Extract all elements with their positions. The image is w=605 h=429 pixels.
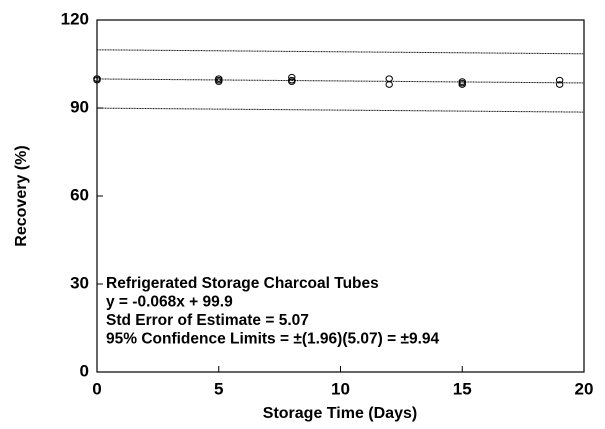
- data-point: [555, 81, 564, 88]
- x-tick-label: 10: [331, 379, 350, 398]
- data-point: [288, 78, 296, 85]
- y-tick-label: 120: [61, 9, 89, 28]
- x-tick-label: 0: [92, 379, 101, 398]
- y-tick-label: 60: [70, 185, 89, 204]
- annotation: Refrigerated Storage Charcoal Tubes: [106, 275, 379, 292]
- fit-line: [96, 78, 585, 84]
- data-point: [555, 76, 564, 84]
- data-point: [385, 75, 393, 82]
- data-point: [458, 79, 466, 87]
- annotation: y = -0.068x + 99.9: [106, 294, 233, 311]
- x-tick-label: 15: [453, 379, 472, 398]
- data-point: [288, 73, 296, 81]
- fit-line: [96, 107, 585, 113]
- y-axis-label: Recovery (%): [13, 145, 30, 246]
- x-tick-label: 5: [214, 379, 223, 398]
- annotation: Std Error of Estimate = 5.07: [106, 312, 309, 329]
- y-tick-label: 90: [70, 97, 89, 116]
- x-axis-label: Storage Time (Days): [263, 405, 417, 422]
- fit-line: [96, 49, 585, 55]
- data-point: [385, 81, 393, 88]
- x-tick-label: 20: [575, 379, 594, 398]
- data-point: [93, 75, 101, 82]
- y-tick-label: 0: [80, 361, 89, 380]
- annotation: 95% Confidence Limits = ±(1.96)(5.07) = …: [106, 331, 440, 348]
- y-tick-label: 30: [70, 273, 89, 292]
- data-point: [215, 76, 223, 84]
